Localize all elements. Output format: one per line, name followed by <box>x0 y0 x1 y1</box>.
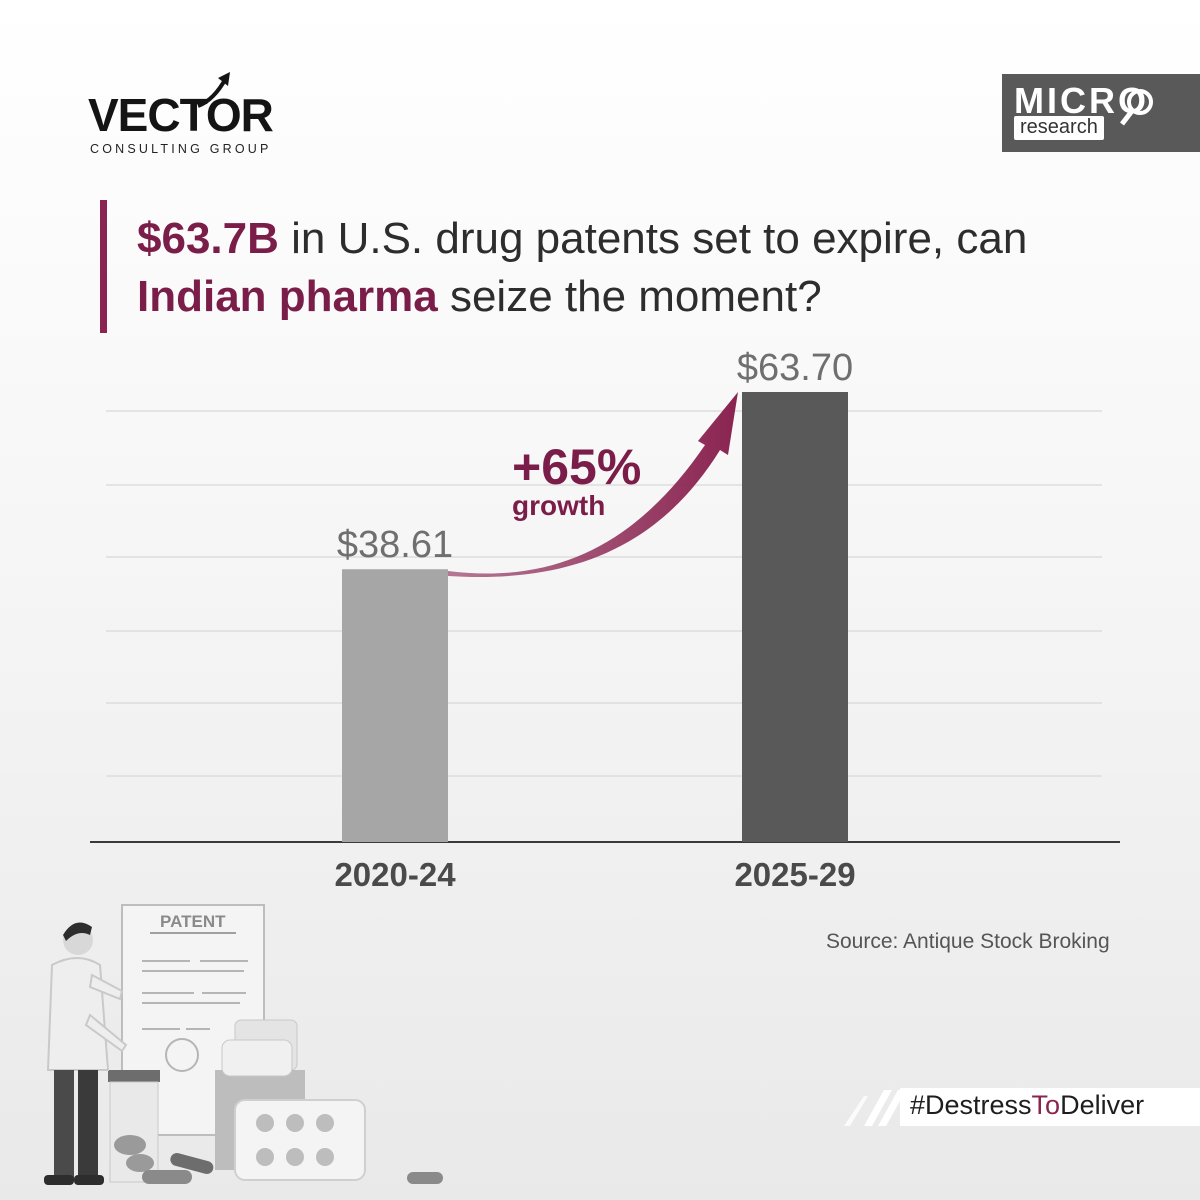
bar-2025-29 <box>742 392 848 842</box>
magnifier-icon <box>1120 89 1153 126</box>
bar-chart: $38.61 $63.70 2020-24 2025-29 +65% growth <box>90 347 1120 893</box>
chart-gridlines <box>106 410 1102 777</box>
pharma-illustration: PATENT <box>44 904 366 1185</box>
hashtag-part-3: Deliver <box>1060 1090 1145 1120</box>
hashtag-background <box>900 1088 1200 1126</box>
value-label-2025-29: $63.70 <box>737 347 853 389</box>
growth-arrow-icon <box>197 72 230 108</box>
vector-consulting-logo: VECTOR CONSULTING GROUP <box>88 70 288 160</box>
vector-logo-word: VECTOR <box>88 89 274 141</box>
hashtag-part-1: #Destress <box>910 1090 1032 1120</box>
hashtag-banner: #DestressToDeliver <box>840 1088 1200 1128</box>
floor-capsule-icon <box>407 1172 443 1184</box>
source-note: Source: Antique Stock Broking <box>826 930 1110 953</box>
seal-icon <box>165 1038 199 1072</box>
bar-2020-24 <box>342 569 448 842</box>
growth-percent: +65% <box>512 439 641 495</box>
headline-text-2: seize the moment? <box>437 272 822 321</box>
vector-logo-subtitle: CONSULTING GROUP <box>90 142 272 156</box>
headline-figure: $63.7B <box>137 214 279 263</box>
growth-label: growth <box>512 490 605 521</box>
hashtag-text: #DestressToDeliver <box>910 1090 1144 1121</box>
hashtag-part-2: To <box>1031 1090 1061 1120</box>
micro-research-logo: MICRO research <box>1002 74 1200 152</box>
micro-logo-top: MICRO <box>1014 80 1149 121</box>
headline-subject: Indian pharma <box>137 272 438 321</box>
banner-stripes <box>844 1090 906 1126</box>
category-label-2020-24: 2020-24 <box>334 856 456 893</box>
headline-text-1: in U.S. drug patents set to expire, can <box>278 214 1028 263</box>
category-label-2025-29: 2025-29 <box>734 856 855 893</box>
patent-label: PATENT <box>160 912 226 931</box>
headline-accent-bar <box>100 200 107 333</box>
value-label-2020-24: $38.61 <box>337 524 453 566</box>
headline: $63.7B in U.S. drug patents set to expir… <box>137 210 1137 326</box>
micro-logo-bottom: research <box>1014 116 1104 140</box>
growth-arrow <box>448 392 738 578</box>
